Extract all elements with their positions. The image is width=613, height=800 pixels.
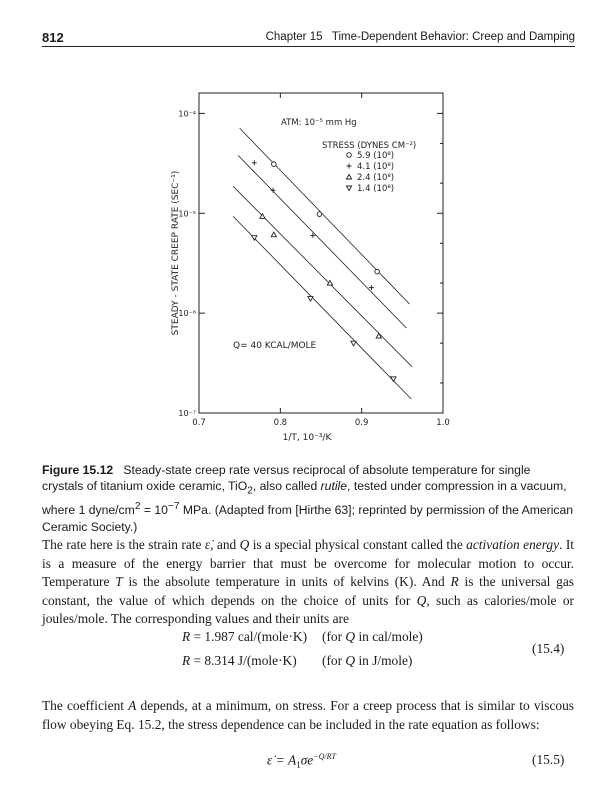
paragraph-2: The coefficient A depends, at a minimum,… <box>42 697 574 734</box>
legend-entry: 5.9 (10⁸) <box>357 151 394 161</box>
caption-text: Steady-state creep rate versus reciproca… <box>42 463 531 493</box>
symbol: Q <box>416 592 427 608</box>
text: is a special physical constant called th… <box>249 537 467 552</box>
caption-sup: −7 <box>167 501 180 513</box>
figure-caption: Figure 15.12 Steady-state creep rate ver… <box>42 462 574 535</box>
symbol: R <box>450 574 459 589</box>
symbol: R <box>182 629 191 644</box>
term: activation energy <box>466 537 560 552</box>
data-point-circle <box>374 268 380 275</box>
data-point-triangle-up <box>270 231 278 238</box>
caption-text: MPa. (Adapted from [Hirthe 63]; reprinte… <box>42 503 574 534</box>
text: is the universal gas constant, the value… <box>42 574 574 608</box>
data-point-circle <box>271 161 277 167</box>
text: is the absolute temperature in units of … <box>122 574 451 589</box>
text: The coefficient <box>42 698 129 713</box>
text: . It is a measure of the energy barrier … <box>42 537 574 589</box>
fit-line <box>232 186 413 368</box>
text: = 8.314 J/(mole·K) <box>190 653 297 668</box>
equation-15-4-note1: (for Q in cal/mole) <box>322 629 423 645</box>
symbol: Q <box>345 653 356 668</box>
text: in J/mole) <box>355 653 413 668</box>
equation-number: (15.4) <box>532 641 565 656</box>
equation-number: (15.5) <box>532 752 565 767</box>
data-point-circle <box>316 211 323 217</box>
text: (for <box>322 629 346 644</box>
data-point-plus <box>270 187 276 193</box>
legend-title: STRESS (DYNES CM⁻²) <box>322 141 416 151</box>
data-point-triangle-down <box>390 376 397 383</box>
equation-15-5: ε̇ = A1σe−Q/RT <box>267 752 336 770</box>
caption-sub: 2 <box>247 485 253 497</box>
fit-line <box>232 216 412 400</box>
y-tick-label: 10⁻⁴ <box>178 109 196 118</box>
legend-entry: 4.1 (10⁸) <box>357 162 394 172</box>
symbol: σe <box>300 752 314 768</box>
symbol: ε̇ = A <box>267 752 297 768</box>
activation-energy-annotation: Q= 40 KCAL/MOLE <box>233 341 317 351</box>
x-tick-label: 0.7 <box>192 418 206 428</box>
text: in cal/mole) <box>355 629 423 644</box>
text: , such as calories/mole or joules/mole. … <box>42 592 574 627</box>
data-point-plus <box>368 285 374 291</box>
text: depends, at a minimum, on stress. For a … <box>42 698 575 732</box>
legend-marker-plus <box>346 163 352 169</box>
text: , and <box>210 537 240 552</box>
caption-italic: rutile <box>320 479 348 493</box>
data-point-triangle-up <box>326 279 334 286</box>
data-point-plus <box>251 160 257 166</box>
text: (for <box>322 653 346 668</box>
data-point-triangle-down <box>350 340 357 347</box>
symbol: T <box>115 574 123 589</box>
symbol: Q <box>345 629 356 644</box>
x-axis-label: 1/T, 10⁻³/K <box>283 433 333 443</box>
equation-15-4-line1: R = 1.987 cal/(mole·K) <box>182 629 307 645</box>
exponent: −Q/RT <box>313 752 336 761</box>
figure-label: Figure 15.12 <box>42 463 114 477</box>
legend-entry: 1.4 (10⁸) <box>357 184 394 194</box>
page-number: 812 <box>42 30 64 45</box>
data-point-triangle-down <box>307 296 314 303</box>
data-point-plus <box>310 232 316 238</box>
data-point-triangle-up <box>375 332 383 339</box>
y-tick-label: 10⁻⁵ <box>178 209 196 218</box>
symbol: A <box>128 698 137 713</box>
paragraph-1: The rate here is the strain rate ε̇, and… <box>42 536 574 629</box>
y-tick-label: 10⁻⁷ <box>178 409 196 418</box>
symbol: ε̇ <box>204 537 211 552</box>
text: The rate here is the strain rate <box>42 537 205 552</box>
atm-annotation: ATM: 10⁻⁵ mm Hg <box>281 118 357 128</box>
creep-rate-chart: 0.7 0.8 0.9 1.0 10⁻⁴ 10⁻⁵ 10⁻⁶ 10⁻⁷ ATM: 10⁻⁵ m… <box>171 92 450 443</box>
legend-marker-triangle-up <box>345 173 353 180</box>
chapter-title: Chapter 15 Time-Dependent Behavior: Cree… <box>265 31 575 43</box>
caption-text: , tested under compression in a vacuum, … <box>42 479 567 518</box>
fit-line <box>239 127 410 305</box>
caption-text: = 10 <box>140 503 168 518</box>
caption-text: , also called <box>252 479 321 493</box>
data-point-triangle-up <box>259 212 266 219</box>
legend-marker-triangle-down <box>345 185 353 192</box>
x-tick-label: 1.0 <box>436 418 450 428</box>
caption-sup: 2 <box>134 501 141 513</box>
y-axis-label: STEADY - STATE CREEP RATE (SEC⁻¹) <box>171 171 181 336</box>
text: = 1.987 cal/(mole·K) <box>190 629 308 644</box>
x-tick-label: 0.9 <box>355 418 369 428</box>
y-tick-label: 10⁻⁶ <box>178 309 196 318</box>
equation-15-4-line2: R = 8.314 J/(mole·K) <box>182 653 297 669</box>
subscript: 1 <box>296 760 301 771</box>
data-point-triangle-down <box>250 235 258 242</box>
symbol: Q <box>239 537 250 552</box>
legend-marker-circle <box>346 152 352 158</box>
symbol: R <box>182 653 191 668</box>
equation-15-4-note2: (for Q in J/mole) <box>322 653 412 669</box>
plot-frame <box>198 92 444 414</box>
legend-entry: 2.4 (10⁸) <box>357 173 394 183</box>
x-tick-label: 0.8 <box>274 418 288 428</box>
running-header: 812 Chapter 15 Time-Dependent Behavior: … <box>42 30 575 47</box>
fit-line <box>237 155 407 329</box>
